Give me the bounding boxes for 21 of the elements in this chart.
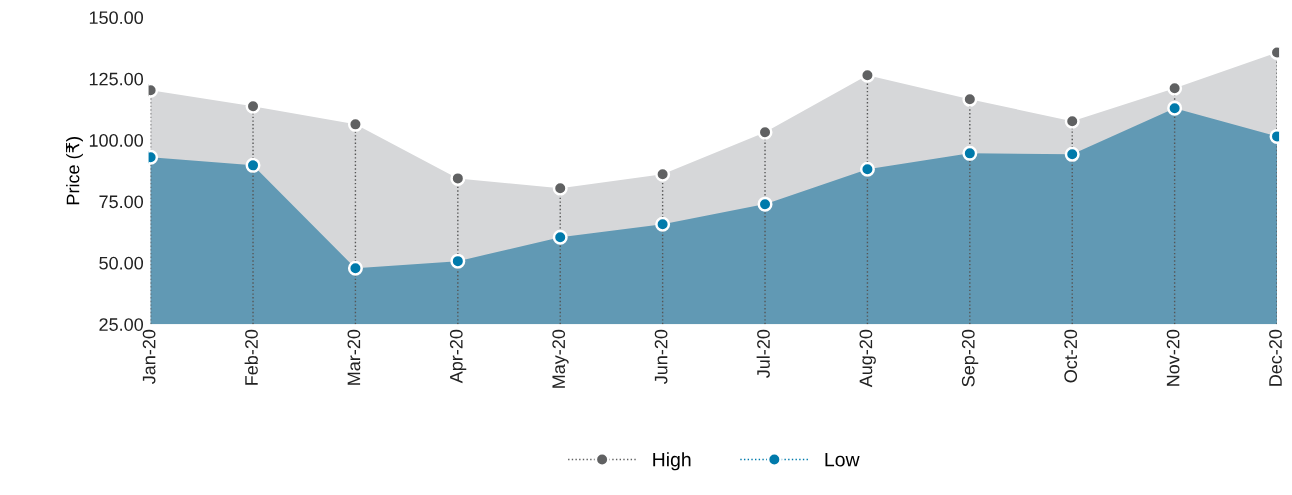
- y-tick-label: 150.00: [89, 11, 144, 25]
- y-tick-label: 100.00: [89, 134, 144, 147]
- x-tick-label: Nov-20: [1166, 329, 1180, 386]
- y-tick-label: 50.00: [99, 256, 144, 270]
- legend-label: Low: [825, 452, 860, 467]
- x-tick-label: Jul-20: [756, 329, 770, 378]
- x-tick-label: Sep-20: [961, 329, 979, 387]
- x-tick-label: Apr-20: [449, 329, 467, 384]
- x-tick-label: Jan-20: [142, 329, 156, 385]
- y-axis-title: Price (₹): [66, 137, 83, 205]
- y-tick-label: 25.00: [99, 318, 144, 331]
- x-tick-label: Oct-20: [1064, 329, 1078, 383]
- legend-label: High: [653, 452, 691, 471]
- y-tick-label: 75.00: [99, 195, 144, 209]
- x-tick-label: Feb-20: [244, 329, 258, 385]
- x-tick-label: Aug-20: [859, 329, 876, 388]
- x-tick-label: Dec-20: [1269, 329, 1282, 386]
- x-tick-label: Jun-20: [654, 329, 668, 385]
- x-tick-label: May-20: [552, 329, 569, 388]
- y-tick-label: 125.00: [89, 72, 144, 86]
- x-tick-label: Mar-20: [347, 329, 361, 385]
